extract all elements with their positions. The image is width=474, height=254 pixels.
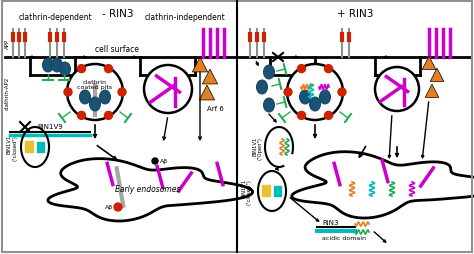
Ellipse shape — [310, 98, 320, 112]
Polygon shape — [192, 58, 208, 73]
Polygon shape — [425, 85, 439, 98]
Text: acidic domain: acidic domain — [322, 235, 366, 240]
Ellipse shape — [43, 59, 54, 73]
Circle shape — [284, 89, 292, 97]
Text: Arf 6: Arf 6 — [207, 106, 223, 112]
Text: APP: APP — [4, 39, 9, 49]
Circle shape — [375, 68, 419, 112]
Circle shape — [64, 89, 72, 97]
Circle shape — [78, 65, 85, 73]
Circle shape — [298, 112, 306, 120]
Circle shape — [298, 65, 306, 73]
Polygon shape — [202, 70, 218, 85]
Circle shape — [78, 112, 85, 120]
Bar — [25, 141, 33, 152]
Text: Aβ: Aβ — [105, 205, 113, 210]
Text: BIN1V1
("Open"): BIN1V1 ("Open") — [252, 136, 263, 159]
Circle shape — [104, 65, 112, 73]
Ellipse shape — [264, 99, 274, 113]
Text: clathrin-AP2: clathrin-AP2 — [4, 76, 9, 109]
Circle shape — [144, 66, 192, 114]
Text: RIN3: RIN3 — [322, 219, 338, 225]
Circle shape — [67, 65, 123, 121]
Bar — [274, 186, 281, 196]
Text: clathrin-dependent: clathrin-dependent — [18, 12, 92, 21]
Text: clathrin
coated pits: clathrin coated pits — [77, 79, 112, 90]
Circle shape — [287, 65, 343, 121]
Text: Early endosomes: Early endosomes — [115, 185, 181, 194]
Circle shape — [114, 203, 122, 211]
Text: BIN1V9: BIN1V9 — [37, 123, 63, 130]
Text: Aβ: Aβ — [160, 159, 168, 164]
Ellipse shape — [264, 66, 274, 80]
Circle shape — [325, 112, 332, 120]
Text: clathrin-independent: clathrin-independent — [145, 12, 225, 21]
Ellipse shape — [100, 91, 110, 105]
Text: BIN1V1
("closed"): BIN1V1 ("closed") — [6, 135, 17, 160]
Ellipse shape — [60, 63, 71, 77]
Ellipse shape — [300, 91, 310, 105]
Bar — [37, 142, 44, 152]
Text: + RIN3: + RIN3 — [337, 9, 373, 19]
Circle shape — [118, 89, 126, 97]
Polygon shape — [200, 86, 215, 101]
Ellipse shape — [256, 81, 267, 95]
Polygon shape — [430, 69, 444, 82]
Ellipse shape — [52, 59, 63, 73]
Ellipse shape — [90, 98, 100, 112]
Circle shape — [152, 158, 158, 164]
Text: - RIN3: - RIN3 — [102, 9, 134, 19]
Circle shape — [325, 65, 332, 73]
Polygon shape — [422, 57, 436, 70]
Circle shape — [104, 112, 112, 120]
Bar — [262, 185, 270, 196]
Text: BIN1V1
("closed"): BIN1V1 ("closed") — [241, 178, 252, 204]
Circle shape — [338, 89, 346, 97]
Ellipse shape — [80, 91, 91, 105]
Text: cell surface: cell surface — [95, 45, 139, 54]
Ellipse shape — [319, 91, 330, 105]
